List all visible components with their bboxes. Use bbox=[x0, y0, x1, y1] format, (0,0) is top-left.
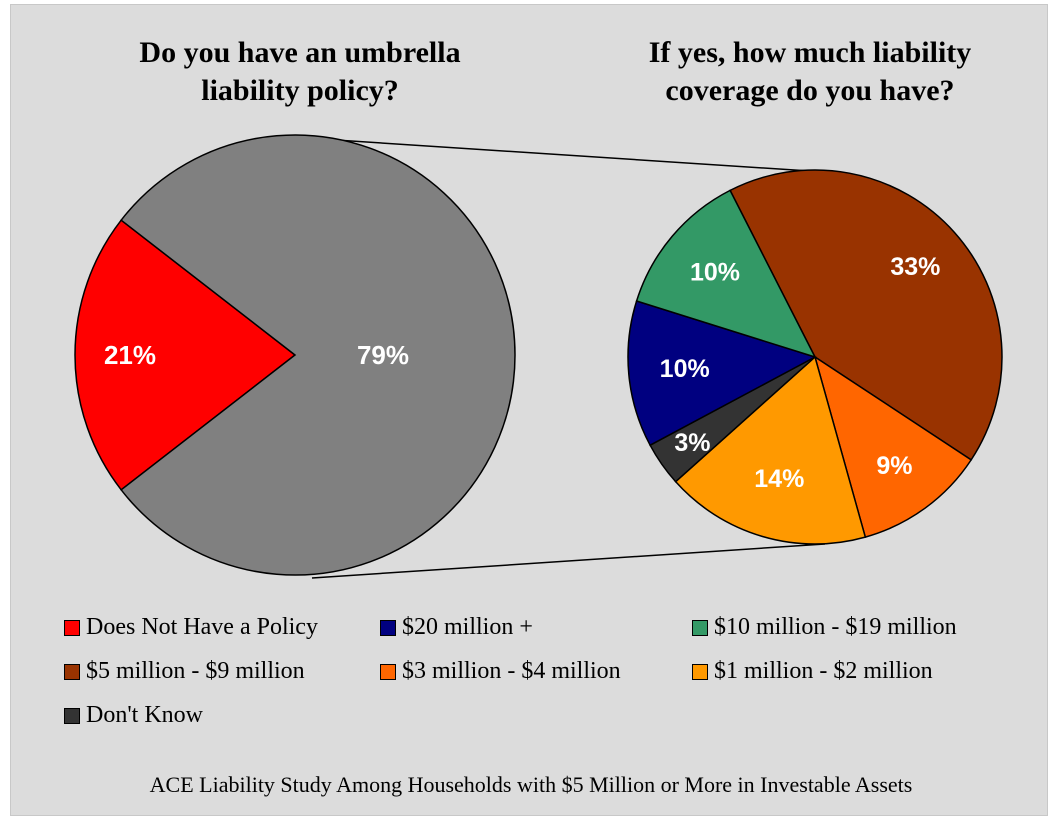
legend-swatch bbox=[64, 707, 80, 724]
pie-slice-1-million-2-million bbox=[674, 355, 867, 545]
pie-slice-20-million bbox=[627, 300, 817, 447]
legend-label: Don't Know bbox=[86, 702, 203, 728]
data-label: 79% bbox=[357, 340, 409, 370]
connector-lines bbox=[304, 137, 826, 579]
legend-label: $5 million - $9 million bbox=[86, 658, 305, 684]
legend-swatch bbox=[692, 619, 708, 636]
data-label: 21% bbox=[104, 340, 156, 370]
data-label: 3% bbox=[674, 429, 710, 457]
pie-slice-does-not-have-a-policy bbox=[74, 219, 297, 491]
legend-label: Does Not Have a Policy bbox=[86, 614, 318, 640]
legend-item-dont-know: Don't Know bbox=[64, 702, 203, 729]
chart-footer: ACE Liability Study Among Households wit… bbox=[149, 772, 913, 797]
legend-item-no-policy: Does Not Have a Policy bbox=[64, 614, 318, 641]
legend-item-20m-plus: $20 million + bbox=[380, 614, 533, 641]
policy-pie: 21% 79% bbox=[74, 134, 516, 576]
legend-swatch bbox=[380, 619, 396, 636]
legend-label: $1 million - $2 million bbox=[714, 658, 933, 684]
data-label: 9% bbox=[876, 452, 912, 480]
left-chart-title: Do you have an umbrella liability policy… bbox=[139, 36, 461, 107]
legend-swatch bbox=[64, 663, 80, 680]
connector-line-bottom bbox=[311, 543, 826, 579]
legend-item-5m-9m: $5 million - $9 million bbox=[64, 658, 305, 685]
data-label: 10% bbox=[690, 259, 740, 287]
connector-line-top bbox=[304, 137, 826, 173]
pie-slice-3-million-4-million bbox=[813, 355, 973, 539]
legend-item-3m-4m: $3 million - $4 million bbox=[380, 658, 621, 685]
right-chart-title: If yes, how much liability coverage do y… bbox=[648, 36, 972, 107]
legend-item-10m-19m: $10 million - $19 million bbox=[692, 614, 957, 641]
data-label: 33% bbox=[890, 253, 940, 281]
coverage-pie: 33% 9% 14% 3% 10% 10% bbox=[627, 169, 1003, 545]
legend-swatch bbox=[692, 663, 708, 680]
pie-slice-5-million-9-million bbox=[729, 169, 1003, 461]
pie-slice-10-million-19-million bbox=[635, 189, 817, 359]
legend-label: $10 million - $19 million bbox=[714, 614, 957, 640]
data-label: 14% bbox=[754, 465, 804, 493]
legend-item-1m-2m: $1 million - $2 million bbox=[692, 658, 933, 685]
legend-label: $3 million - $4 million bbox=[402, 658, 621, 684]
data-label: 10% bbox=[660, 355, 710, 383]
legend-label: $20 million + bbox=[402, 614, 533, 640]
legend-swatch bbox=[64, 619, 80, 636]
legend-swatch bbox=[380, 663, 396, 680]
pie-slice-has-policy bbox=[120, 134, 516, 576]
